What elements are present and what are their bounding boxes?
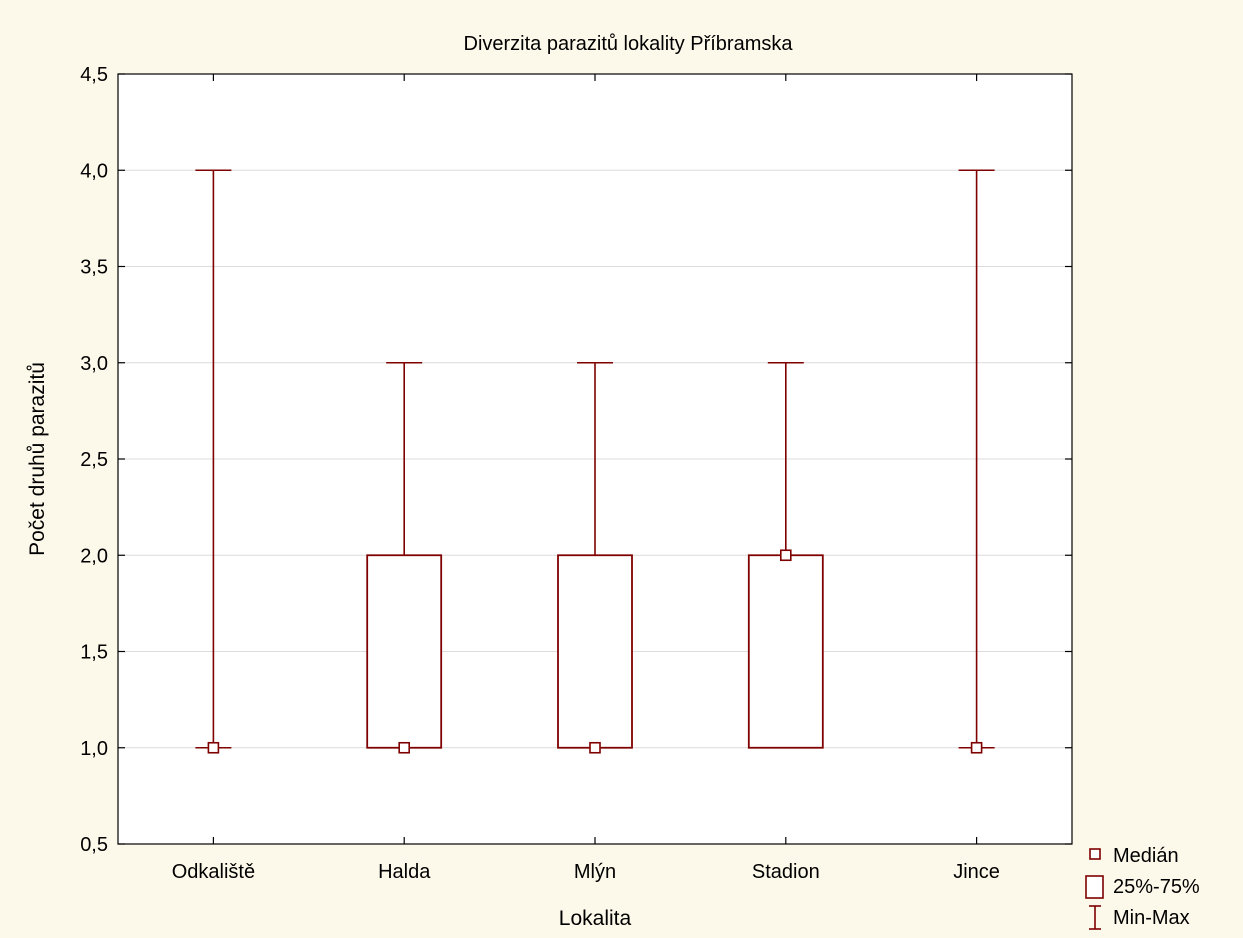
x-tick-label: Stadion — [752, 861, 820, 883]
y-tick-label: 2,0 — [80, 545, 108, 567]
y-axis-label: Počet druhů parazitů — [26, 362, 49, 556]
median-marker — [207, 741, 220, 754]
chart-title: Diverzita parazitů lokality Příbramska — [464, 33, 794, 55]
y-tick-label: 3,0 — [80, 353, 108, 375]
boxplot-4 — [747, 361, 824, 749]
y-tick-label: 1,0 — [80, 738, 108, 760]
box-iqr — [747, 554, 824, 749]
median-marker — [779, 549, 792, 562]
legend-median-marker — [1089, 848, 1101, 860]
legend-box-marker — [1085, 875, 1104, 899]
boxplot-2 — [366, 361, 443, 754]
boxplots — [195, 169, 995, 754]
y-tick-label: 4,5 — [80, 64, 108, 86]
median-marker — [589, 741, 601, 754]
box-iqr — [366, 554, 443, 749]
box-iqr — [557, 554, 633, 749]
y-tick-label: 1,5 — [80, 642, 108, 664]
x-tick-label: Odkaliště — [172, 861, 255, 883]
x-tick-label: Halda — [378, 861, 431, 883]
legend-box-label: 25%-75% — [1113, 876, 1200, 898]
x-tick-label: Jince — [953, 861, 1000, 883]
legend-whisker-label: Min-Max — [1113, 907, 1190, 929]
x-tick-label: Mlýn — [574, 861, 616, 883]
axes: 0,5 1,0 1,5 2,0 2,5 3,0 3,5 4,0 4,5 Odkaliště Hald… — [80, 64, 1072, 883]
median-marker — [970, 741, 983, 754]
y-tick-label: 3,5 — [80, 257, 108, 279]
boxplot-3 — [557, 361, 633, 754]
boxplot-1 — [195, 169, 232, 754]
boxplot-5 — [958, 169, 995, 754]
x-axis-label: Lokalita — [559, 907, 632, 930]
y-tick-label: 0,5 — [80, 834, 108, 856]
y-tick-label: 4,0 — [80, 160, 108, 182]
legend-median-label: Medián — [1113, 845, 1179, 867]
legend: Medián 25%-75% Min-Max — [1085, 845, 1200, 930]
y-tick-label: 2,5 — [80, 449, 108, 471]
median-marker — [398, 741, 411, 754]
